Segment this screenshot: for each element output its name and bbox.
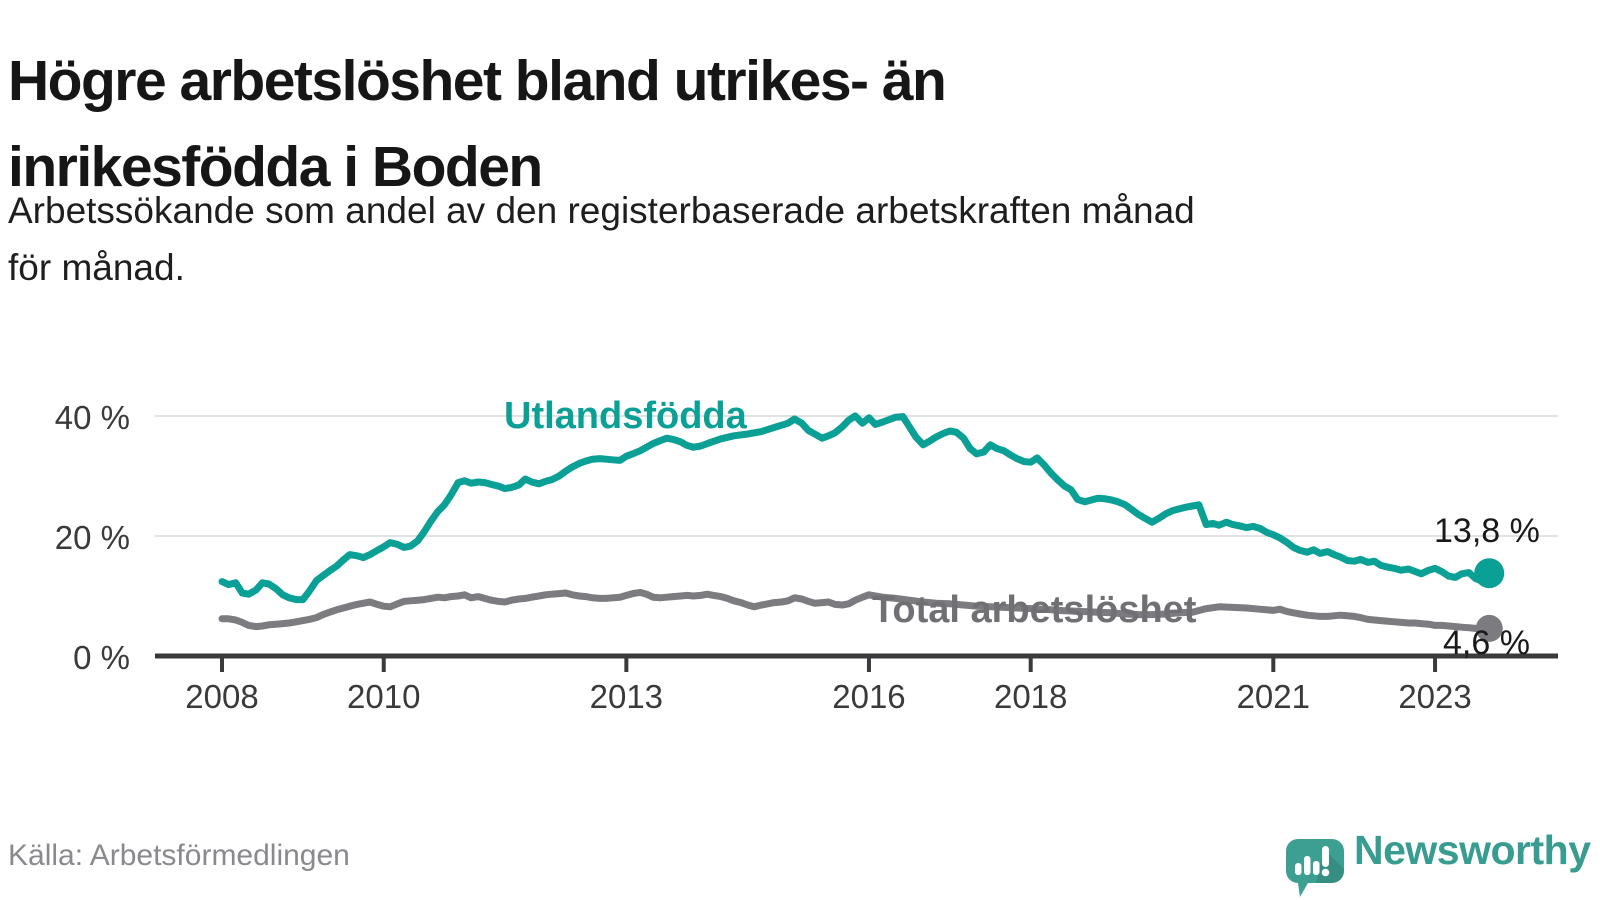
y-tick-label-40: 40 % — [54, 399, 130, 436]
logo-exclamation-dot — [1321, 868, 1330, 877]
series-line-utlandsfodda — [218, 412, 1493, 604]
logo-bar-2 — [1304, 856, 1311, 875]
x-tick-label-2018: 2018 — [993, 678, 1068, 715]
page-subtitle: Arbetssökande som andel av den registerb… — [8, 182, 1568, 296]
series-label-total-arbetsloshet: Total arbetslöshet — [872, 589, 1197, 631]
page-subtitle-line1: Arbetssökande som andel av den registerb… — [8, 190, 1195, 231]
page-title: Högre arbetslöshet bland utrikes- än inr… — [8, 38, 1368, 210]
newsworthy-logo-icon — [1286, 839, 1344, 897]
x-tick-label-2010: 2010 — [347, 678, 421, 715]
y-tick-label-20: 20 % — [54, 519, 130, 556]
newsworthy-wordmark: Newsworthy — [1354, 827, 1591, 873]
x-tick-label-2016: 2016 — [832, 678, 906, 715]
series-label-utlandsfodda: Utlandsfödda — [504, 395, 747, 437]
x-tick-label-2013: 2013 — [589, 678, 664, 715]
x-tick-label-2008: 2008 — [185, 678, 259, 715]
source-attribution: Källa: Arbetsförmedlingen — [8, 839, 350, 872]
x-tick-label-2021: 2021 — [1236, 678, 1310, 715]
series-line-total-arbetsloshet — [218, 588, 1493, 634]
logo-bar-1 — [1295, 863, 1302, 875]
series-end-dot-utlandsfodda — [1474, 558, 1505, 589]
page-title-line2: inrikesfödda i Boden — [8, 135, 543, 200]
series-end-dot-total-arbetsloshet — [1475, 614, 1503, 642]
page-subtitle-line2: för månad. — [8, 247, 185, 288]
logo-bar-3 — [1313, 861, 1320, 875]
page-title-line1: Högre arbetslöshet bland utrikes- än — [8, 49, 947, 114]
end-value-label-utlandsfodda: 13,8 % — [1434, 512, 1540, 550]
end-value-label-total-arbetsloshet: 4,6 % — [1443, 624, 1530, 662]
logo-exclamation-bar — [1322, 846, 1329, 867]
y-tick-label-0: 0 % — [73, 639, 130, 676]
x-tick-label-2023: 2023 — [1398, 678, 1472, 715]
